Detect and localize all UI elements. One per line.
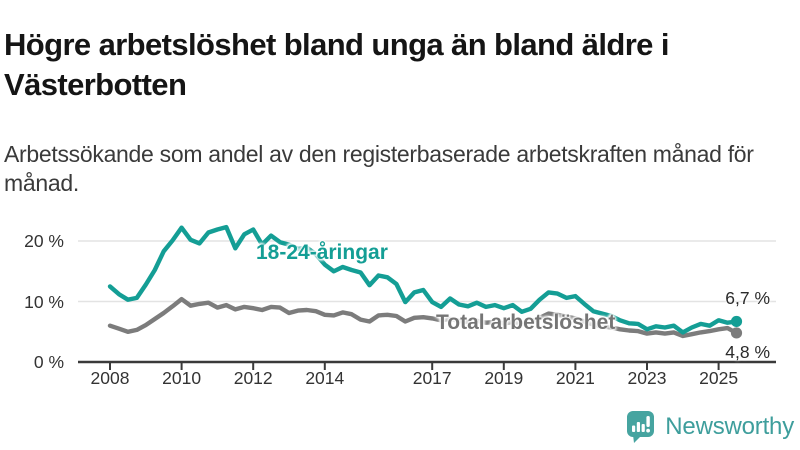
end-value-label-total: 4,8 % <box>725 342 770 362</box>
chart-title: Högre arbetslöshet bland unga än bland ä… <box>4 26 669 102</box>
series-line-18-24-åringar <box>107 224 739 335</box>
x-tick-label-2021: 2021 <box>555 368 595 388</box>
series-line-Total arbetslöshet <box>107 296 739 339</box>
newsworthy-logo[interactable]: Newsworthy <box>625 410 794 444</box>
x-tick-label-2025: 2025 <box>699 368 739 388</box>
x-tick-label-2017: 2017 <box>412 368 452 388</box>
x-tick-label-2014: 2014 <box>305 368 345 388</box>
x-tick-label-2023: 2023 <box>627 368 667 388</box>
series-label-total-arbetsloshet: Total arbetslöshet <box>436 311 616 334</box>
y-tick-label-0: 0 % <box>33 352 64 372</box>
series-end-dot-18-24-åringar <box>730 315 743 328</box>
y-tick-label-10: 10 % <box>24 291 64 312</box>
chart-subtitle: Arbetssökande som andel av den registerb… <box>4 141 754 196</box>
series-end-dot-Total arbetslöshet <box>730 327 743 339</box>
x-tick-label-2019: 2019 <box>484 368 524 388</box>
x-tick-label-2012: 2012 <box>233 368 273 388</box>
newsworthy-wordmark: Newsworthy <box>665 413 794 440</box>
newsworthy-bar-chart-bubble-icon <box>627 411 655 443</box>
x-tick-label-2010: 2010 <box>162 368 202 388</box>
series-label-18-24-aringar: 18-24-åringar <box>256 241 388 264</box>
x-tick-label-2008: 2008 <box>90 368 130 388</box>
y-tick-label-20: 20 % <box>24 231 64 251</box>
end-value-label-18-24: 6,7 % <box>725 288 770 308</box>
